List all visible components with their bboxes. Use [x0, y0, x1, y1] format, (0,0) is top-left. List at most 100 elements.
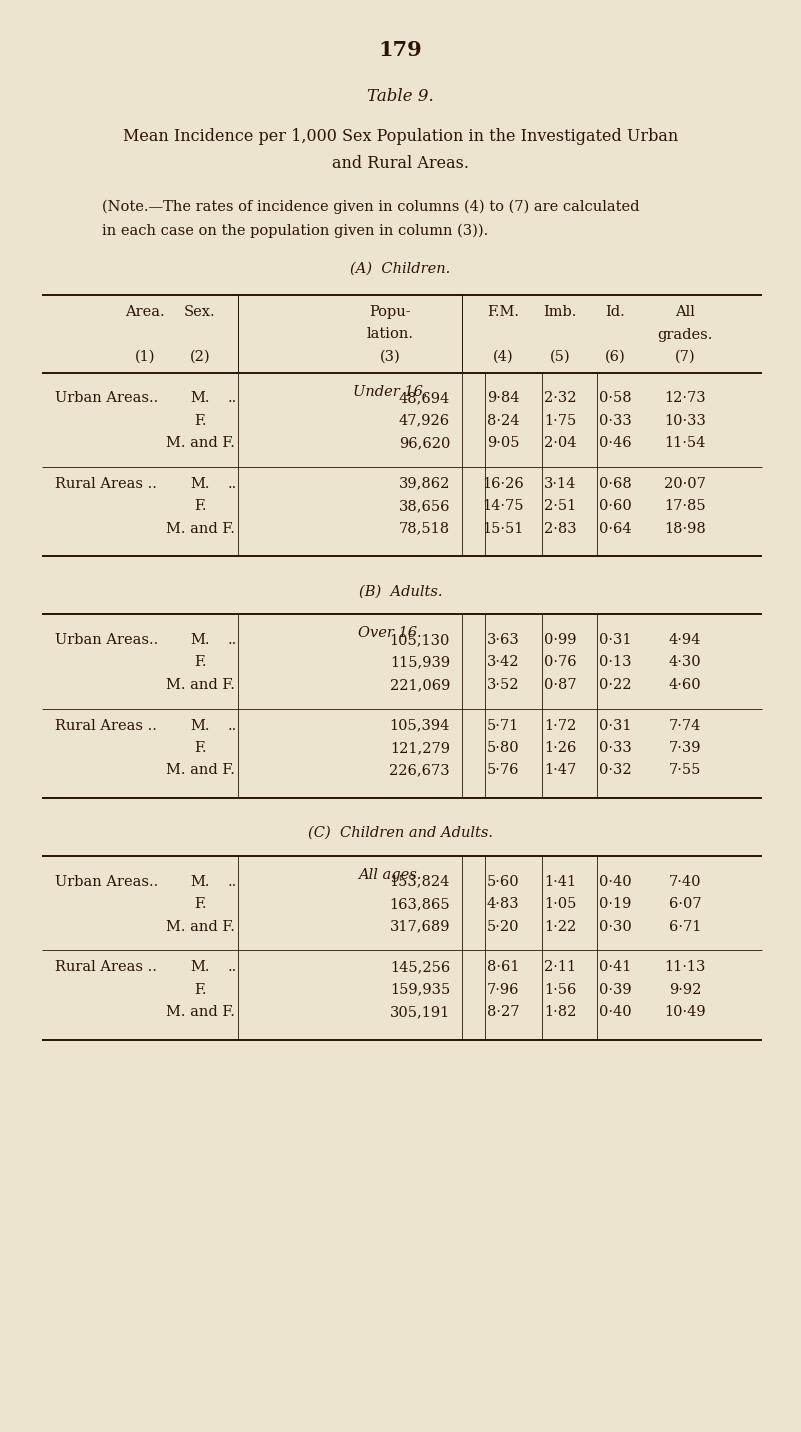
Text: 0·31: 0·31 — [599, 633, 631, 647]
Text: Over 16.: Over 16. — [358, 626, 422, 640]
Text: 4·60: 4·60 — [669, 677, 702, 692]
Text: (C)  Children and Adults.: (C) Children and Adults. — [308, 826, 493, 841]
Text: 7·39: 7·39 — [669, 740, 701, 755]
Text: F.: F. — [194, 500, 206, 513]
Text: 179: 179 — [379, 40, 422, 60]
Text: 0·22: 0·22 — [599, 677, 631, 692]
Text: 1·41: 1·41 — [544, 875, 576, 889]
Text: 317,689: 317,689 — [389, 919, 450, 934]
Text: 0·39: 0·39 — [598, 982, 631, 997]
Text: 1·75: 1·75 — [544, 414, 576, 428]
Text: 3·52: 3·52 — [487, 677, 519, 692]
Text: 4·30: 4·30 — [669, 656, 702, 670]
Text: 305,191: 305,191 — [390, 1005, 450, 1020]
Text: 78,518: 78,518 — [399, 521, 450, 536]
Text: 12·73: 12·73 — [664, 391, 706, 405]
Text: 47,926: 47,926 — [399, 414, 450, 428]
Text: M.: M. — [191, 719, 210, 733]
Text: 145,256: 145,256 — [390, 961, 450, 974]
Text: 9·84: 9·84 — [487, 391, 519, 405]
Text: (5): (5) — [549, 349, 570, 364]
Text: 1·72: 1·72 — [544, 719, 576, 733]
Text: F.: F. — [194, 656, 206, 670]
Text: Urban Areas..: Urban Areas.. — [55, 875, 159, 889]
Text: (B)  Adults.: (B) Adults. — [359, 584, 442, 599]
Text: 0·31: 0·31 — [599, 719, 631, 733]
Text: 16·26: 16·26 — [482, 477, 524, 491]
Text: Rural Areas ..: Rural Areas .. — [55, 477, 157, 491]
Text: 10·49: 10·49 — [664, 1005, 706, 1020]
Text: M.: M. — [191, 961, 210, 974]
Text: M. and F.: M. and F. — [166, 1005, 235, 1020]
Text: 5·20: 5·20 — [487, 919, 519, 934]
Text: (A)  Children.: (A) Children. — [350, 262, 451, 276]
Text: ..: .. — [228, 391, 237, 405]
Text: F.: F. — [194, 898, 206, 911]
Text: 0·13: 0·13 — [599, 656, 631, 670]
Text: 20·07: 20·07 — [664, 477, 706, 491]
Text: 14·75: 14·75 — [482, 500, 524, 513]
Text: lation.: lation. — [367, 328, 413, 341]
Text: M. and F.: M. and F. — [166, 763, 235, 778]
Text: 38,656: 38,656 — [399, 500, 450, 513]
Text: 18·98: 18·98 — [664, 521, 706, 536]
Text: 163,865: 163,865 — [389, 898, 450, 911]
Text: 0·87: 0·87 — [544, 677, 576, 692]
Text: 4·94: 4·94 — [669, 633, 701, 647]
Text: Urban Areas..: Urban Areas.. — [55, 391, 159, 405]
Text: 0·32: 0·32 — [598, 763, 631, 778]
Text: M. and F.: M. and F. — [166, 437, 235, 450]
Text: 0·41: 0·41 — [599, 961, 631, 974]
Text: grades.: grades. — [658, 328, 713, 341]
Text: (4): (4) — [493, 349, 513, 364]
Text: 5·76: 5·76 — [487, 763, 519, 778]
Text: 0·60: 0·60 — [598, 500, 631, 513]
Text: 2·51: 2·51 — [544, 500, 576, 513]
Text: 0·99: 0·99 — [544, 633, 576, 647]
Text: 4·83: 4·83 — [487, 898, 519, 911]
Text: 1·26: 1·26 — [544, 740, 576, 755]
Text: 8·61: 8·61 — [487, 961, 519, 974]
Text: F.: F. — [194, 740, 206, 755]
Text: 0·76: 0·76 — [544, 656, 576, 670]
Text: M.: M. — [191, 477, 210, 491]
Text: 5·60: 5·60 — [487, 875, 519, 889]
Text: 121,279: 121,279 — [390, 740, 450, 755]
Text: ..: .. — [228, 875, 237, 889]
Text: Table 9.: Table 9. — [367, 87, 434, 105]
Text: 1·82: 1·82 — [544, 1005, 576, 1020]
Text: 7·40: 7·40 — [669, 875, 701, 889]
Text: 6·71: 6·71 — [669, 919, 701, 934]
Text: Sex.: Sex. — [184, 305, 215, 319]
Text: 7·96: 7·96 — [487, 982, 519, 997]
Text: 0·33: 0·33 — [598, 740, 631, 755]
Text: 0·19: 0·19 — [599, 898, 631, 911]
Text: ..: .. — [228, 719, 237, 733]
Text: 48,694: 48,694 — [399, 391, 450, 405]
Text: 8·27: 8·27 — [487, 1005, 519, 1020]
Text: Imb.: Imb. — [543, 305, 577, 319]
Text: 11·13: 11·13 — [664, 961, 706, 974]
Text: M. and F.: M. and F. — [166, 521, 235, 536]
Text: 221,069: 221,069 — [389, 677, 450, 692]
Text: 2·11: 2·11 — [544, 961, 576, 974]
Text: 0·30: 0·30 — [598, 919, 631, 934]
Text: 0·40: 0·40 — [598, 1005, 631, 1020]
Text: 159,935: 159,935 — [390, 982, 450, 997]
Text: 0·68: 0·68 — [598, 477, 631, 491]
Text: 1·05: 1·05 — [544, 898, 576, 911]
Text: M.: M. — [191, 391, 210, 405]
Text: Under 16.: Under 16. — [352, 385, 427, 398]
Text: 9·92: 9·92 — [669, 982, 701, 997]
Text: 3·42: 3·42 — [487, 656, 519, 670]
Text: F.M.: F.M. — [487, 305, 519, 319]
Text: Rural Areas ..: Rural Areas .. — [55, 961, 157, 974]
Text: 96,620: 96,620 — [399, 437, 450, 450]
Text: 11·54: 11·54 — [664, 437, 706, 450]
Text: 8·24: 8·24 — [487, 414, 519, 428]
Text: ..: .. — [228, 477, 237, 491]
Text: 1·56: 1·56 — [544, 982, 576, 997]
Text: F.: F. — [194, 982, 206, 997]
Text: 5·71: 5·71 — [487, 719, 519, 733]
Text: 153,824: 153,824 — [389, 875, 450, 889]
